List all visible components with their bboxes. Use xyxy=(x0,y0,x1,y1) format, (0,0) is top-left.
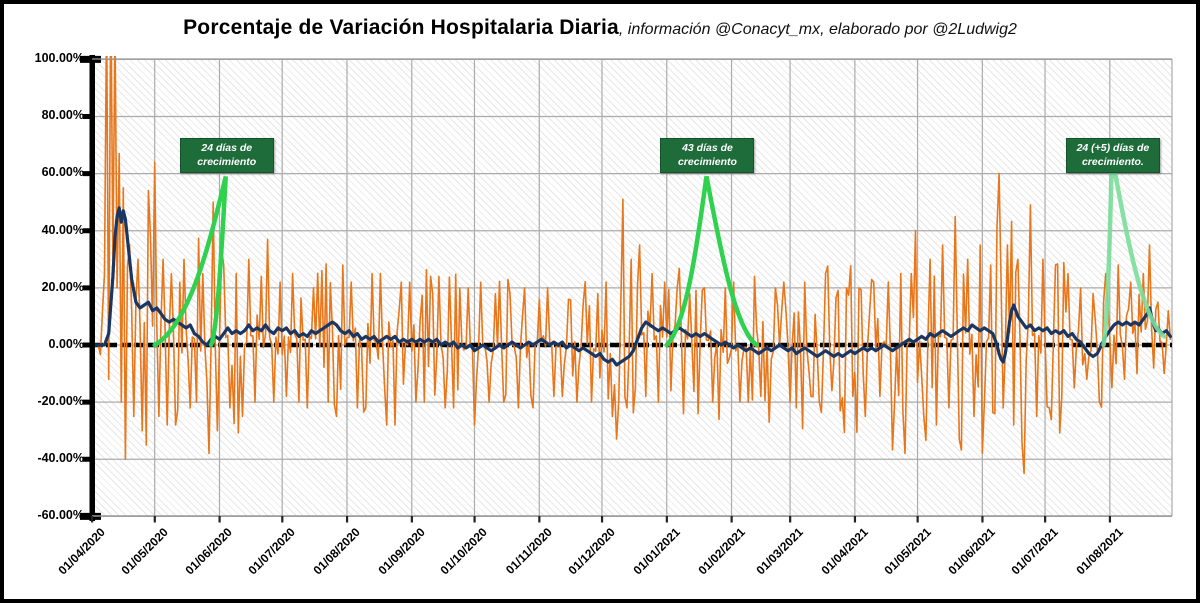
chart-title: Porcentaje de Variación Hospitalaria Dia… xyxy=(183,16,619,39)
annotation-line: crecimiento. xyxy=(1081,155,1144,168)
chart-title-row: Porcentaje de Variación Hospitalaria Dia… xyxy=(4,16,1196,40)
chart-canvas xyxy=(80,55,1173,523)
growth-arc-2 xyxy=(664,176,759,348)
moving-average-line xyxy=(92,206,1172,367)
growth-arc-1 xyxy=(152,175,229,348)
y-tick-label: -60.00% xyxy=(37,508,84,522)
y-tick-label: 20.00% xyxy=(41,280,84,294)
x-axis xyxy=(91,58,1172,523)
y-tick-label: 40.00% xyxy=(41,223,84,237)
annotation-line: crecimiento xyxy=(677,155,737,168)
growth-annotation-box-2: 43 días de crecimiento xyxy=(660,138,755,173)
annotation-line: 43 días de xyxy=(682,141,733,154)
y-tick-label: 80.00% xyxy=(41,108,84,122)
daily-variation-line xyxy=(92,56,1172,475)
annotation-line: 24 (+5) días de xyxy=(1076,141,1150,154)
growth-annotation-box-3: 24 (+5) días de crecimiento. xyxy=(1065,138,1160,173)
y-tick-label: -40.00% xyxy=(37,451,84,465)
y-tick-label: 60.00% xyxy=(41,165,84,179)
y-axis xyxy=(80,55,101,521)
y-tick-label: 0.00% xyxy=(48,337,84,351)
annotation-line: 24 días de xyxy=(201,141,253,154)
growth-annotation-box-1: 24 días de crecimiento xyxy=(179,138,274,173)
y-tick-label: 100.00% xyxy=(34,51,84,65)
y-tick-label: -20.00% xyxy=(37,394,84,408)
chart-subtitle: , información @Conacyt_mx, elaborado por… xyxy=(618,21,1017,38)
annotation-line: crecimiento xyxy=(197,155,257,168)
